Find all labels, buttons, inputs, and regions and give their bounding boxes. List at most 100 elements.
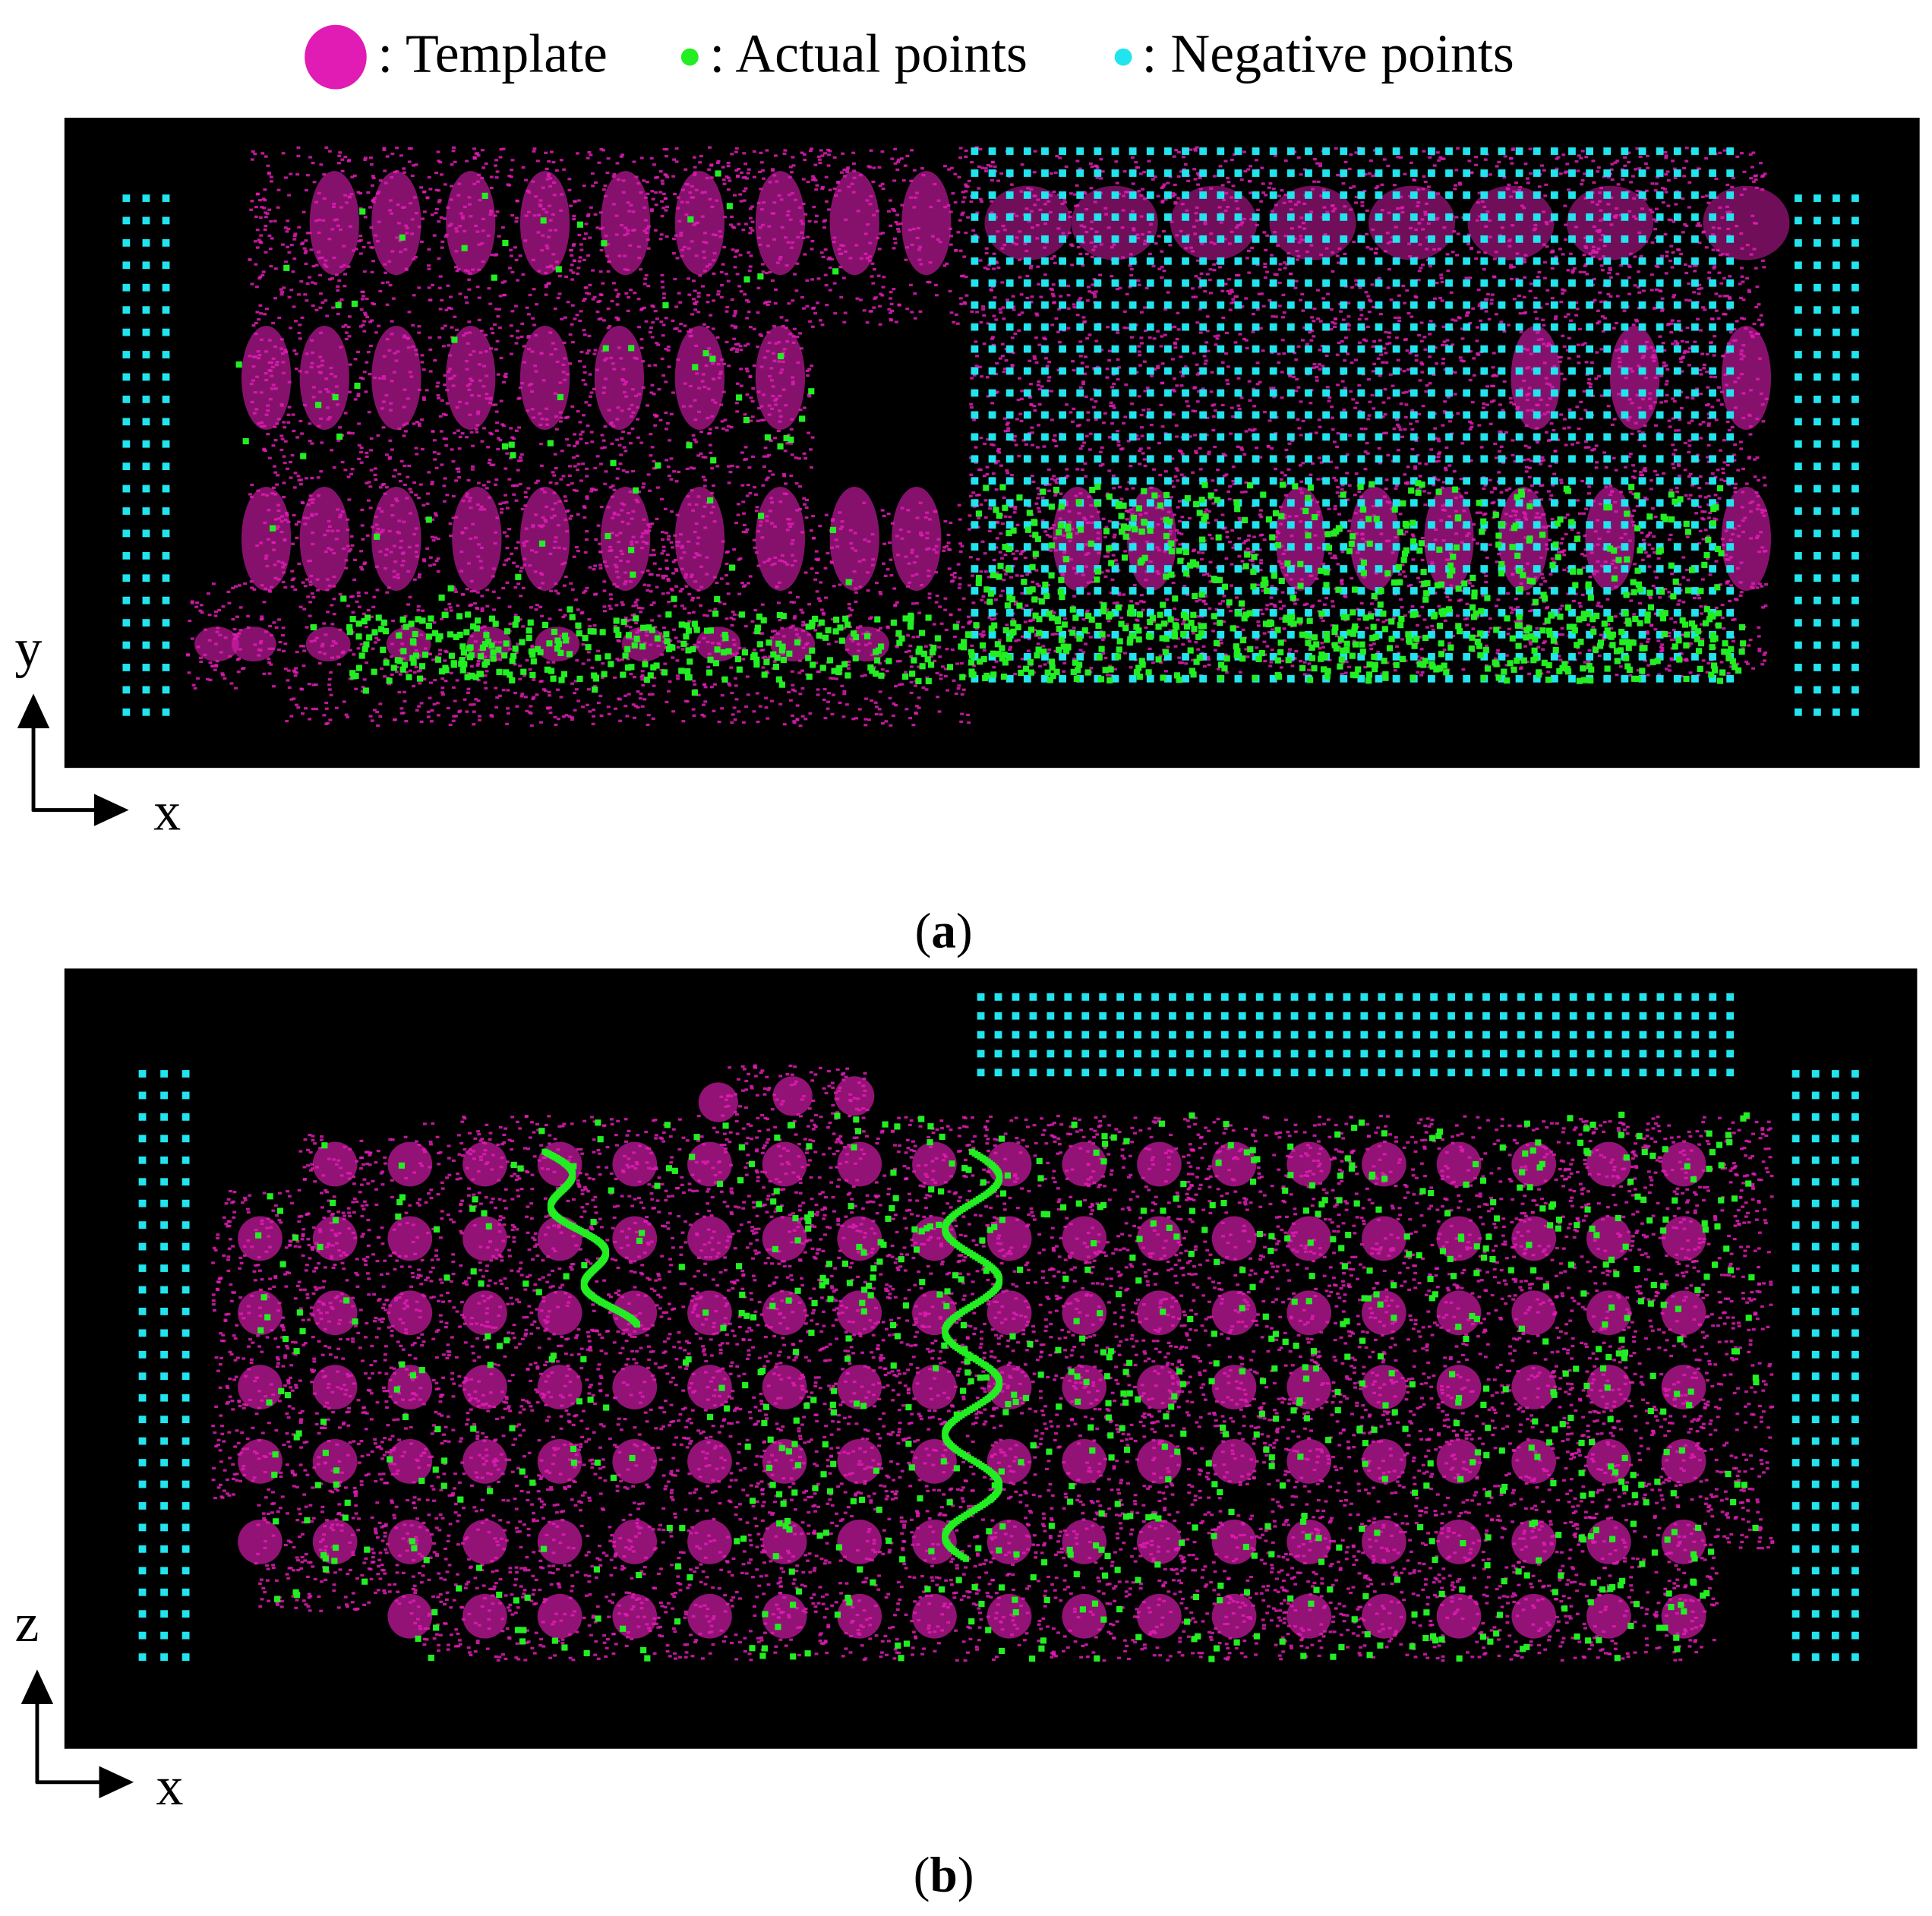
template-point	[889, 225, 892, 227]
template-point	[1211, 371, 1214, 374]
template-point	[582, 185, 586, 187]
template-point	[959, 551, 963, 553]
template-point	[583, 333, 587, 336]
template-point	[728, 179, 731, 181]
template-point	[1318, 363, 1321, 365]
template-point	[378, 702, 382, 705]
template-point	[584, 551, 588, 554]
template-point	[406, 603, 410, 605]
template-point	[823, 152, 827, 154]
template-point	[1588, 576, 1592, 578]
template-point	[1059, 493, 1062, 495]
template-point	[1063, 617, 1067, 620]
template-point	[1081, 383, 1085, 385]
template-point	[1203, 665, 1207, 668]
template-point	[1113, 406, 1116, 409]
template-point	[1448, 599, 1452, 601]
template-point	[433, 451, 437, 453]
template-point	[653, 562, 657, 564]
template-point	[977, 166, 981, 168]
template-point	[1186, 180, 1190, 182]
template-point	[1238, 408, 1242, 410]
template-point	[1656, 639, 1660, 642]
template-point	[646, 285, 650, 287]
template-point	[665, 575, 668, 577]
template-point	[1492, 366, 1495, 368]
template-point	[627, 310, 630, 312]
template-point	[1031, 581, 1034, 583]
template-point	[361, 298, 365, 300]
template-point	[981, 595, 985, 598]
template-point	[1309, 474, 1312, 476]
template-point	[435, 385, 439, 387]
template-point	[1599, 633, 1603, 636]
template-point	[958, 156, 962, 159]
template-point	[440, 173, 444, 175]
template-point	[1760, 585, 1763, 587]
template-point	[1131, 156, 1135, 159]
template-point	[402, 167, 406, 169]
template-point	[576, 273, 579, 275]
template-point	[1226, 383, 1230, 385]
template-point	[1713, 376, 1717, 378]
template-point	[1207, 658, 1211, 661]
template-point	[1441, 362, 1445, 365]
template-point	[295, 173, 299, 175]
template-point	[1110, 402, 1113, 404]
template-point	[273, 297, 277, 299]
template-point	[1279, 263, 1283, 265]
template-point	[1743, 171, 1747, 173]
template-point	[467, 688, 471, 690]
template-point	[789, 475, 793, 477]
template-point	[764, 697, 768, 699]
template-point	[730, 349, 734, 351]
template-point	[793, 328, 797, 330]
template-point	[1120, 497, 1124, 500]
template-point	[824, 597, 828, 599]
template-point	[649, 327, 653, 329]
template-point	[889, 559, 892, 561]
template-point	[904, 165, 908, 167]
template-point	[996, 521, 999, 523]
template-point	[892, 179, 896, 181]
template-point	[660, 498, 664, 500]
template-point	[510, 553, 513, 555]
template-point	[616, 468, 620, 470]
template-point	[801, 621, 805, 623]
template-point	[1387, 342, 1391, 344]
template-point	[1262, 641, 1266, 643]
template-point	[1228, 485, 1232, 488]
template-point	[1360, 201, 1364, 204]
template-point	[425, 389, 429, 391]
template-point	[1164, 470, 1168, 472]
template-point	[1385, 478, 1389, 481]
template-point	[341, 170, 345, 172]
template-point	[1722, 277, 1726, 279]
template-point	[524, 496, 528, 498]
template-point	[351, 544, 355, 547]
template-point	[558, 292, 562, 295]
template-point	[1108, 520, 1112, 522]
template-point	[191, 637, 194, 639]
template-point	[1280, 472, 1284, 474]
template-point	[1274, 605, 1277, 608]
template-point	[1495, 560, 1499, 563]
template-point	[575, 659, 579, 661]
template-point	[1327, 400, 1331, 402]
template-point	[1424, 462, 1428, 465]
template-point	[365, 298, 369, 300]
template-point	[1671, 159, 1675, 162]
template-point	[1344, 161, 1348, 163]
template-point	[1722, 472, 1725, 474]
template-point	[1283, 311, 1286, 314]
template-point	[358, 444, 361, 447]
template-point	[1070, 264, 1074, 266]
template-point	[1339, 311, 1343, 313]
template-point	[842, 321, 846, 324]
template-point	[1687, 451, 1690, 453]
template-point	[1099, 158, 1103, 160]
template-point	[1454, 184, 1457, 186]
template-point	[582, 365, 586, 368]
template-point	[629, 442, 633, 444]
template-point	[616, 295, 620, 298]
